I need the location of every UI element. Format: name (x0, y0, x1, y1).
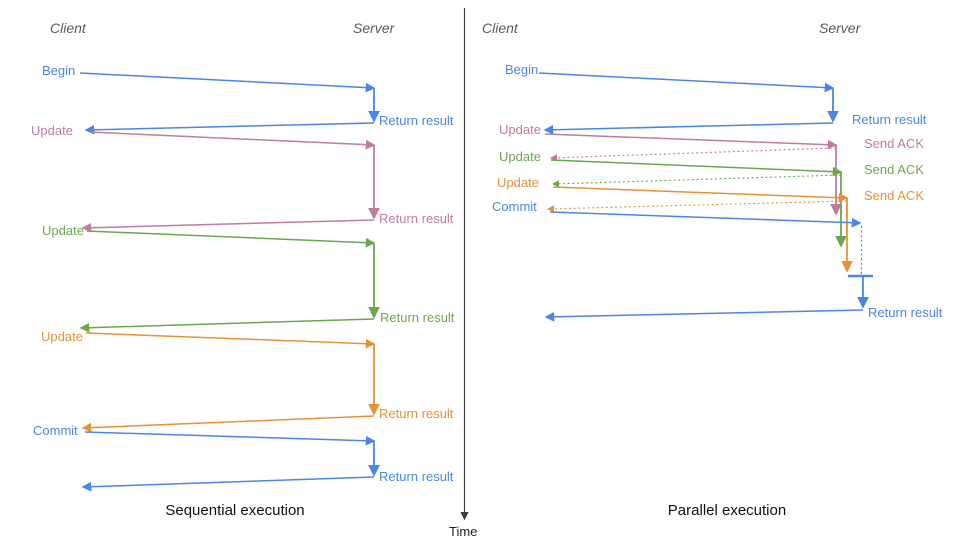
time-axis-label: Time (449, 524, 478, 539)
seq-update2-request-line (86, 230, 376, 248)
left-update3-label: Update (41, 329, 83, 344)
right-begin-label: Begin (505, 62, 539, 77)
seq-begin-return-line (84, 122, 375, 135)
right-caption: Parallel execution (667, 502, 787, 519)
right-return-result-1: Return result (852, 112, 927, 127)
left-return-result-1: Return result (379, 113, 454, 128)
right-update1-label: Update (499, 122, 541, 137)
seq-update1-return-line (81, 219, 375, 233)
par-update2-request-line (550, 159, 843, 177)
seq-update3-return-line (81, 415, 375, 433)
left-return-result-3: Return result (380, 310, 455, 325)
par-begin-request-line (538, 72, 835, 93)
left-commit-label: Commit (33, 423, 78, 438)
left-client-header: Client (50, 20, 86, 36)
left-return-result-5: Return result (379, 469, 454, 484)
seq-update2-return-line (79, 318, 375, 333)
left-caption: Sequential execution (165, 502, 305, 519)
right-update3-label: Update (497, 175, 539, 190)
right-return-result-2: Return result (868, 305, 943, 320)
left-return-result-4: Return result (379, 406, 454, 421)
par-update1-request-line (544, 133, 838, 150)
right-commit-label: Commit (492, 199, 537, 214)
right-send-ack-3: Send ACK (864, 188, 924, 203)
seq-begin-request-line (79, 72, 376, 93)
left-update2-label: Update (42, 223, 84, 238)
seq-update1-request-line (88, 131, 376, 150)
seq-commit-request-line (84, 431, 376, 446)
par-update3-request-line (552, 186, 849, 203)
right-send-ack-2: Send ACK (864, 162, 924, 177)
right-send-ack-1: Send ACK (864, 136, 924, 151)
seq-update3-request-line (85, 332, 376, 349)
par-update2-ack-line (551, 174, 842, 188)
par-update1-ack-line (549, 147, 837, 162)
par-commit-request-line (549, 211, 862, 228)
left-server-header: Server (353, 20, 395, 36)
par-begin-return-line (543, 122, 834, 135)
right-server-header: Server (819, 20, 861, 36)
left-begin-label: Begin (42, 63, 76, 78)
right-client-header: Client (482, 20, 518, 36)
par-update3-ack-line (546, 200, 848, 213)
right-update2-label: Update (499, 149, 541, 164)
left-update1-label: Update (31, 123, 73, 138)
left-return-result-2: Return result (379, 211, 454, 226)
seq-commit-return-line (81, 476, 375, 492)
par-commit-return-line (544, 309, 864, 322)
